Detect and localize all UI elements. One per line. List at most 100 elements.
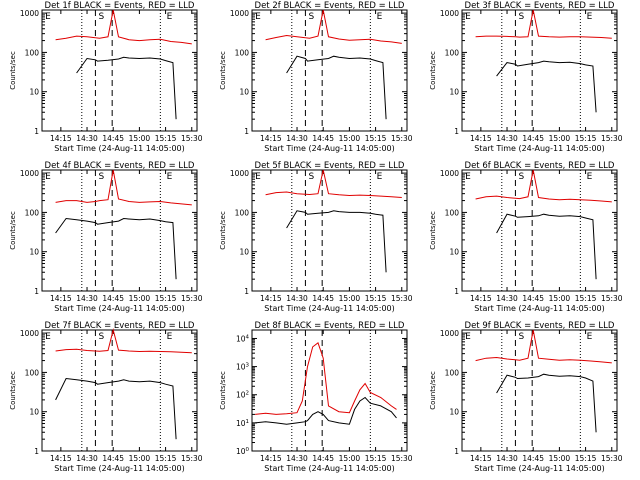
x-tick-label: 14:45: [102, 294, 124, 303]
x-axis-label: Start Time (24-Aug-11 14:05:00): [474, 464, 605, 473]
y-tick-label: 102: [236, 391, 249, 400]
y-tick-label: 1: [454, 127, 459, 136]
y-tick-label: 1000: [230, 9, 249, 18]
events-series-line: [255, 396, 397, 425]
x-tick-label: 15:30: [601, 454, 623, 463]
y-tick-label: 10: [29, 248, 39, 257]
x-tick-label: 14:45: [522, 454, 544, 463]
x-tick-label: 15:30: [601, 134, 623, 143]
x-tick-label: 14:30: [496, 454, 518, 463]
x-axis-label: Start Time (24-Aug-11 14:05:00): [264, 144, 395, 153]
x-tick-label: 14:30: [286, 134, 308, 143]
x-tick-label: 15:00: [549, 294, 571, 303]
x-tick-label: 15:15: [365, 294, 387, 303]
marker-label: S: [309, 12, 315, 22]
events-series-line: [286, 210, 387, 273]
y-tick-label: 10: [239, 88, 249, 97]
x-tick-label: 15:00: [339, 294, 361, 303]
y-tick-label: 100: [25, 48, 40, 57]
marker-label: E: [167, 332, 173, 342]
y-tick-label: 100: [236, 447, 250, 456]
marker-label: E: [465, 12, 471, 22]
marker-label: E: [45, 332, 51, 342]
marker-label: E: [587, 12, 593, 22]
x-tick-label: 14:45: [102, 134, 124, 143]
plot-frame: [41, 169, 198, 292]
chart-title: Det 6f BLACK = Events, RED = LLD: [465, 161, 615, 171]
x-tick-label: 14:30: [286, 294, 308, 303]
lld-series-line: [475, 169, 612, 203]
x-axis-label: Start Time (24-Aug-11 14:05:00): [54, 144, 185, 153]
x-tick-label: 14:30: [496, 294, 518, 303]
y-tick-label: 1: [244, 127, 249, 136]
chart-title: Det 8f BLACK = Events, RED = LLD: [255, 321, 405, 331]
x-tick-label: 15:30: [181, 454, 203, 463]
lld-series-line: [255, 341, 397, 415]
x-axis-label: Start Time (24-Aug-11 14:05:00): [264, 464, 395, 473]
y-tick-label: 10: [239, 248, 249, 257]
x-tick-label: 14:15: [50, 134, 72, 143]
chart-title: Det 1f BLACK = Events, RED = LLD: [45, 1, 195, 11]
plot-frame: [251, 329, 408, 452]
x-tick-label: 15:30: [181, 134, 203, 143]
y-tick-label: 1000: [230, 169, 249, 178]
y-tick-label: 10: [449, 408, 459, 417]
marker-label: E: [255, 172, 261, 182]
y-tick-label: 1000: [20, 169, 39, 178]
y-axis-label: Counts/sec: [219, 211, 227, 250]
plot-frame: [461, 9, 618, 132]
plot-frame: [251, 9, 408, 132]
y-tick-label: 1: [454, 447, 459, 456]
events-series-line: [496, 373, 597, 433]
x-tick-label: 14:45: [102, 454, 124, 463]
marker-label: S: [99, 12, 105, 22]
y-tick-label: 1: [34, 447, 39, 456]
marker-label: E: [465, 172, 471, 182]
x-tick-label: 14:45: [312, 454, 334, 463]
y-axis-label: Counts/sec: [219, 371, 227, 410]
chart-title: Det 5f BLACK = Events, RED = LLD: [255, 161, 405, 171]
x-axis-label: Start Time (24-Aug-11 14:05:00): [474, 304, 605, 313]
x-tick-label: 15:00: [129, 134, 151, 143]
marker-label: S: [519, 12, 525, 22]
x-tick-label: 14:15: [470, 454, 492, 463]
x-tick-label: 14:15: [260, 454, 282, 463]
y-axis-label: Counts/sec: [9, 371, 17, 410]
y-tick-label: 1: [34, 127, 39, 136]
marker-label: E: [377, 172, 383, 182]
x-axis-label: Start Time (24-Aug-11 14:05:00): [474, 144, 605, 153]
y-tick-label: 100: [235, 208, 250, 217]
y-tick-label: 10: [29, 408, 39, 417]
y-axis-label: Counts/sec: [429, 371, 437, 410]
x-tick-label: 15:00: [339, 134, 361, 143]
y-axis-label: Counts/sec: [9, 211, 17, 250]
x-tick-label: 14:30: [76, 134, 98, 143]
y-tick-label: 100: [445, 208, 460, 217]
marker-label: S: [519, 332, 525, 342]
y-tick-label: 1000: [440, 9, 459, 18]
y-tick-label: 1000: [440, 329, 459, 338]
x-tick-label: 15:00: [549, 134, 571, 143]
x-tick-label: 14:45: [312, 294, 334, 303]
lld-series-line: [55, 9, 192, 45]
y-tick-label: 1000: [440, 169, 459, 178]
chart-title: Det 7f BLACK = Events, RED = LLD: [45, 321, 195, 331]
y-tick-label: 103: [236, 363, 250, 372]
marker-label: E: [587, 332, 593, 342]
marker-label: E: [587, 172, 593, 182]
x-axis-label: Start Time (24-Aug-11 14:05:00): [54, 304, 185, 313]
lld-series-line: [265, 9, 402, 44]
x-tick-label: 15:15: [365, 134, 387, 143]
y-tick-label: 100: [25, 208, 40, 217]
x-tick-label: 14:15: [470, 134, 492, 143]
marker-label: S: [519, 172, 525, 182]
plot-frame: [461, 169, 618, 292]
x-tick-label: 15:15: [155, 134, 177, 143]
x-tick-label: 15:15: [155, 294, 177, 303]
marker-label: E: [167, 12, 173, 22]
x-tick-label: 14:15: [470, 294, 492, 303]
